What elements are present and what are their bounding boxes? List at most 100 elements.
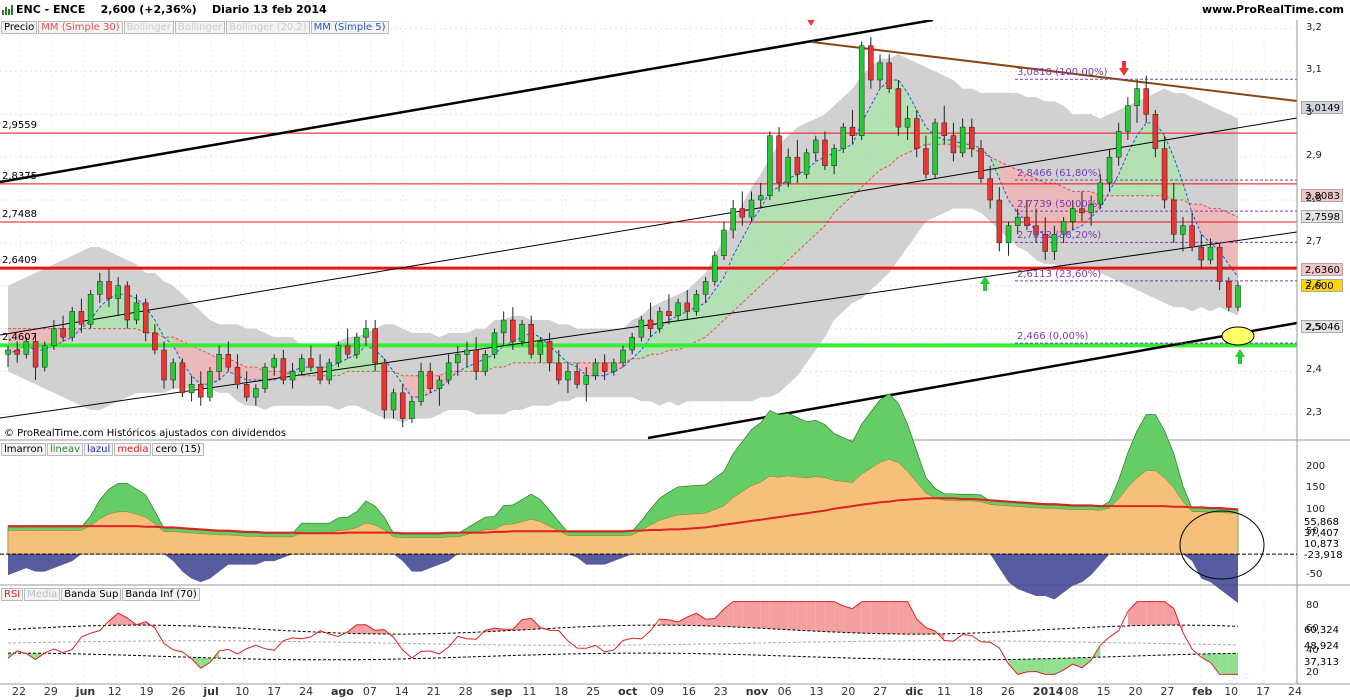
- legend-sma5[interactable]: MM (Simple 5): [310, 21, 389, 34]
- x-tick-label: 2014: [1032, 685, 1064, 698]
- x-tick-label: sep: [490, 685, 513, 698]
- price-tag: 2,600: [1301, 278, 1343, 292]
- candle: [776, 135, 782, 184]
- x-tick-label: 06: [777, 685, 792, 698]
- rsi-overbought-fill: [356, 624, 366, 634]
- candle: [730, 208, 736, 231]
- y-tick-label-panel2: -50: [1306, 568, 1323, 580]
- candle: [1024, 216, 1030, 226]
- y-tick-label-panel2: 100: [1306, 504, 1326, 516]
- x-tick-label: 08: [1064, 685, 1079, 698]
- x-tick-label: 24: [299, 685, 314, 698]
- ma-fill: [1045, 182, 1055, 239]
- candle: [1033, 225, 1039, 235]
- candle: [629, 336, 635, 351]
- legend-rsi-media[interactable]: Media: [24, 588, 61, 601]
- ma-fill: [558, 354, 568, 363]
- rsi-overbought-fill: [1173, 608, 1183, 633]
- panel2-legend: lmarron lineav lazul media cero (15): [1, 443, 205, 456]
- rsi-overbought-fill: [769, 601, 779, 630]
- rsi-overbought-fill: [880, 601, 890, 634]
- y-tick-label: 2,7: [1306, 235, 1322, 247]
- candle: [317, 366, 323, 381]
- candle: [702, 281, 709, 295]
- candle: [1143, 88, 1149, 115]
- x-tick-label: oct: [618, 685, 638, 698]
- legend-lazul[interactable]: lazul: [84, 443, 114, 456]
- rsi-media-line: [7, 640, 1239, 646]
- candle: [14, 349, 20, 355]
- y-tick-label-panel3: 20: [1306, 667, 1319, 679]
- candle: [51, 328, 57, 346]
- rsi-overbought-fill: [659, 619, 669, 626]
- ma-fill: [191, 345, 201, 385]
- rsi-oversold-fill: [1219, 653, 1229, 675]
- candle: [500, 319, 507, 334]
- ma-fill: [769, 187, 779, 278]
- candle: [344, 345, 351, 355]
- legend-banda-inf[interactable]: Banda Inf (70): [122, 588, 200, 601]
- site-link[interactable]: www.ProRealTime.com: [1201, 3, 1344, 16]
- legend-banda-sup[interactable]: Banda Sup: [61, 588, 122, 601]
- up-arrow-icon: [980, 276, 990, 284]
- legend-boll-lower[interactable]: Bollinger: [174, 21, 226, 34]
- candle: [858, 45, 865, 136]
- rsi-overbought-fill: [109, 613, 119, 626]
- legend-boll[interactable]: Bollinger (20,2): [226, 21, 310, 34]
- candle: [666, 311, 672, 316]
- candle: [198, 384, 204, 398]
- ma-fill: [733, 238, 743, 312]
- rsi-oversold-fill: [1228, 653, 1238, 675]
- candle: [1070, 208, 1076, 222]
- y-tick-label-panel3: 80: [1306, 600, 1319, 612]
- candle: [601, 362, 608, 372]
- candle: [546, 341, 553, 364]
- sma5-line: [7, 79, 1239, 398]
- ma-fill: [668, 315, 679, 350]
- candle: [528, 324, 534, 355]
- price-tag: 2,7598: [1301, 210, 1343, 224]
- ma-fill: [843, 144, 853, 205]
- candle: [611, 362, 617, 372]
- x-tick-label: feb: [1192, 685, 1213, 698]
- candle: [87, 294, 94, 325]
- price-tag: 3,0149: [1301, 100, 1343, 114]
- ma-fill: [1026, 174, 1037, 230]
- x-tick-label: 28: [458, 685, 473, 698]
- candle: [941, 122, 948, 136]
- candle: [152, 332, 158, 351]
- legend-boll-upper[interactable]: Bollinger: [123, 21, 174, 34]
- ma-fill: [705, 290, 715, 338]
- panel3-tag: 48,924: [1301, 640, 1343, 653]
- candle: [363, 328, 369, 338]
- legend-price[interactable]: Precio: [1, 21, 38, 34]
- candle: [1207, 246, 1214, 261]
- ma-fill: [779, 178, 789, 269]
- rsi-overbought-fill: [898, 601, 908, 635]
- legend-media[interactable]: media: [114, 443, 152, 456]
- x-tick-label: jun: [75, 685, 96, 698]
- candle: [262, 366, 268, 389]
- ma-fill: [1118, 152, 1128, 196]
- x-tick-label: 07: [362, 685, 377, 698]
- legend-lineav[interactable]: lineav: [46, 443, 84, 456]
- legend-rsi[interactable]: RSI: [1, 588, 24, 601]
- up-arrow-icon: [1235, 349, 1245, 357]
- legend-lmarron[interactable]: lmarron: [1, 443, 46, 456]
- rsi-overbought-fill: [925, 627, 936, 635]
- y-tick-label: 2,9: [1306, 150, 1322, 162]
- level-label: 2,9559: [2, 120, 37, 132]
- legend-sma30[interactable]: MM (Simple 30): [38, 21, 123, 34]
- candle: [510, 319, 516, 342]
- resistance-trendline: [811, 41, 1298, 102]
- ma-fill: [1017, 170, 1027, 222]
- candle: [1097, 182, 1104, 205]
- candle: [473, 349, 479, 372]
- candle: [115, 285, 121, 299]
- rsi-overbought-fill: [916, 619, 926, 635]
- x-tick-label: dic: [905, 685, 924, 698]
- legend-cero[interactable]: cero (15): [152, 443, 204, 456]
- candle: [436, 379, 443, 389]
- candle: [1125, 105, 1131, 132]
- candle: [1152, 114, 1159, 149]
